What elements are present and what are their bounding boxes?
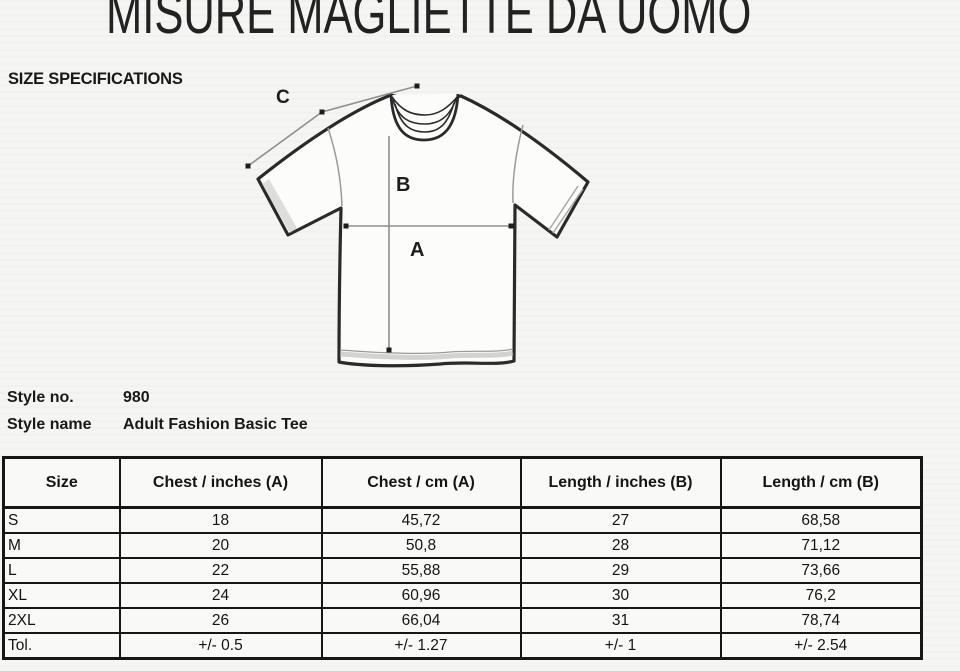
- tshirt-measurement-diagram: C B A: [245, 83, 590, 368]
- length-inches-cell: 27: [519, 506, 722, 534]
- table-row-l: L 22 55,88 29 73,66: [2, 557, 923, 584]
- style-no-label: Style no.: [7, 389, 74, 406]
- col-header-length-inches: Length / inches (B): [519, 456, 722, 509]
- length-cm-cell: 78,74: [719, 607, 923, 634]
- style-no-value: 980: [123, 389, 150, 406]
- collar-outer-arc: [389, 93, 460, 142]
- size-cell: L: [2, 557, 121, 584]
- chest-inches-cell: 20: [118, 532, 323, 559]
- left-cuff-ribbing: [262, 179, 297, 233]
- chest-cm-cell: 50,8: [320, 532, 522, 559]
- measurement-label-c: C: [276, 87, 290, 108]
- chest-inches-cell: 22: [118, 557, 323, 584]
- size-cell: 2XL: [2, 607, 121, 634]
- col-header-length-cm: Length / cm (B): [719, 456, 923, 509]
- chest-inches-cell: 26: [118, 607, 323, 634]
- measurement-label-b: B: [396, 174, 410, 196]
- hem-band-stitch: [339, 348, 514, 355]
- size-table-header-row: Size Chest / inches (A) Chest / cm (A) L…: [2, 456, 923, 509]
- table-row-m: M 20 50,8 28 71,12: [2, 532, 923, 559]
- collar-rib-arc-3: [394, 102, 455, 133]
- table-row-s: S 18 45,72 27 68,58: [2, 506, 923, 534]
- chest-cm-cell: +/- 1.27: [320, 632, 522, 660]
- chest-cm-cell: 55,88: [320, 557, 522, 584]
- size-cell: XL: [2, 582, 121, 609]
- length-inches-cell: +/- 1: [519, 632, 722, 660]
- tshirt-outline: [256, 93, 590, 368]
- chest-inches-cell: 24: [118, 582, 323, 609]
- collar-rib-arc-2: [392, 98, 457, 125]
- col-header-chest-cm: Chest / cm (A): [320, 456, 522, 509]
- length-cm-cell: 73,66: [719, 557, 923, 584]
- length-inches-cell: 28: [519, 532, 722, 559]
- measurement-label-a: A: [410, 239, 424, 261]
- size-table: Size Chest / inches (A) Chest / cm (A) L…: [2, 456, 923, 660]
- page-title: MISURE MAGLIETTE DA UOMO: [106, 0, 752, 46]
- length-cm-cell: 71,12: [719, 532, 923, 559]
- table-row-2xl: 2XL 26 66,04 31 78,74: [2, 607, 923, 634]
- chest-cm-cell: 66,04: [320, 607, 522, 634]
- right-armhole-seam: [512, 124, 524, 204]
- chest-cm-cell: 60,96: [320, 582, 522, 609]
- col-header-chest-inches: Chest / inches (A): [118, 456, 323, 509]
- size-cell: M: [2, 532, 121, 559]
- length-inches-cell: 29: [519, 557, 722, 584]
- size-cell: S: [2, 506, 121, 534]
- chest-inches-cell: 18: [118, 506, 323, 534]
- right-cuff-ribbing: [548, 185, 584, 234]
- length-cm-cell: 68,58: [719, 506, 923, 534]
- length-inches-cell: 30: [519, 582, 722, 609]
- style-name-label: Style name: [7, 416, 92, 433]
- table-row-tolerance: Tol. +/- 0.5 +/- 1.27 +/- 1 +/- 2.54: [2, 632, 923, 660]
- size-specifications-label: SIZE SPECIFICATIONS: [8, 70, 183, 88]
- chest-cm-cell: 45,72: [320, 506, 522, 534]
- length-cm-cell: 76,2: [719, 582, 923, 609]
- chest-inches-cell: +/- 0.5: [118, 632, 323, 660]
- length-inches-cell: 31: [519, 607, 722, 634]
- style-info-block: Style no. 980 Style name Adult Fashion B…: [7, 389, 308, 443]
- style-name-value: Adult Fashion Basic Tee: [123, 416, 308, 433]
- table-row-xl: XL 24 60,96 30 76,2: [2, 582, 923, 609]
- col-header-size: Size: [2, 456, 121, 509]
- hem-band: [339, 350, 514, 360]
- collar-rib-arc-1: [391, 95, 459, 116]
- style-name-row: Style name Adult Fashion Basic Tee: [7, 416, 308, 443]
- measurement-markers: [245, 83, 514, 353]
- style-no-row: Style no. 980: [7, 389, 308, 416]
- length-cm-cell: +/- 2.54: [719, 632, 923, 660]
- left-armhole-seam: [327, 127, 343, 207]
- size-cell: Tol.: [2, 632, 121, 660]
